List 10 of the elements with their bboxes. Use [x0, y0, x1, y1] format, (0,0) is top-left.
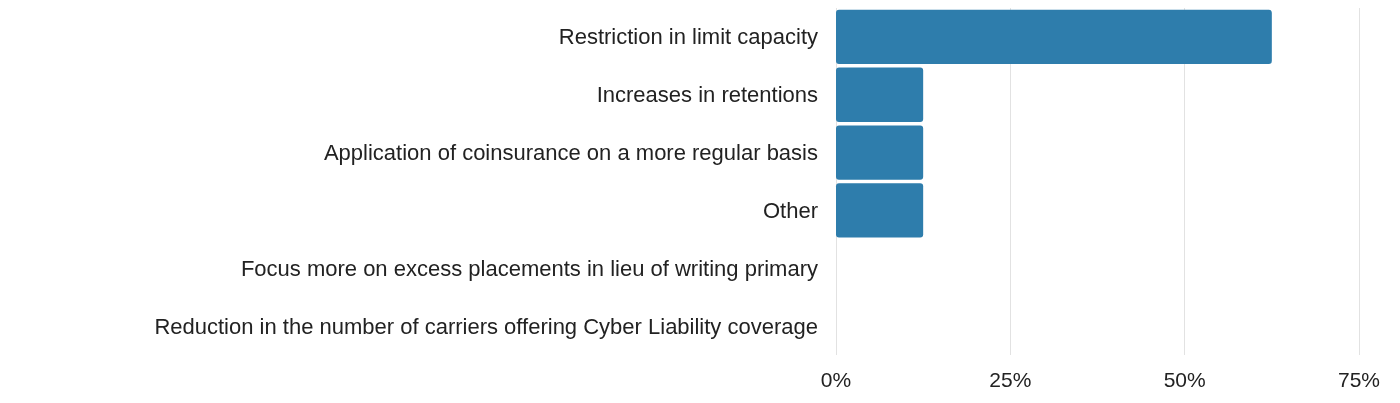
y-tick-label: Focus more on excess placements in lieu of writing primary — [240, 255, 818, 281]
y-tick-label: Reduction in the number of carriers offering Cyber Liability coverage — [154, 313, 818, 339]
y-tick-label: Other — [762, 197, 818, 223]
x-tick-label: 0% — [820, 368, 852, 391]
y-tick-label: Increases in retentions — [596, 82, 818, 108]
y-tick-label: Application of coinsurance on a more regular basis — [323, 140, 818, 166]
y-tick-label: Restriction in limit capacity — [558, 24, 818, 50]
x-tick-label: 25% — [989, 368, 1032, 391]
x-tick-label: 75% — [1337, 368, 1381, 391]
x-tick-label: 50% — [1163, 368, 1206, 391]
